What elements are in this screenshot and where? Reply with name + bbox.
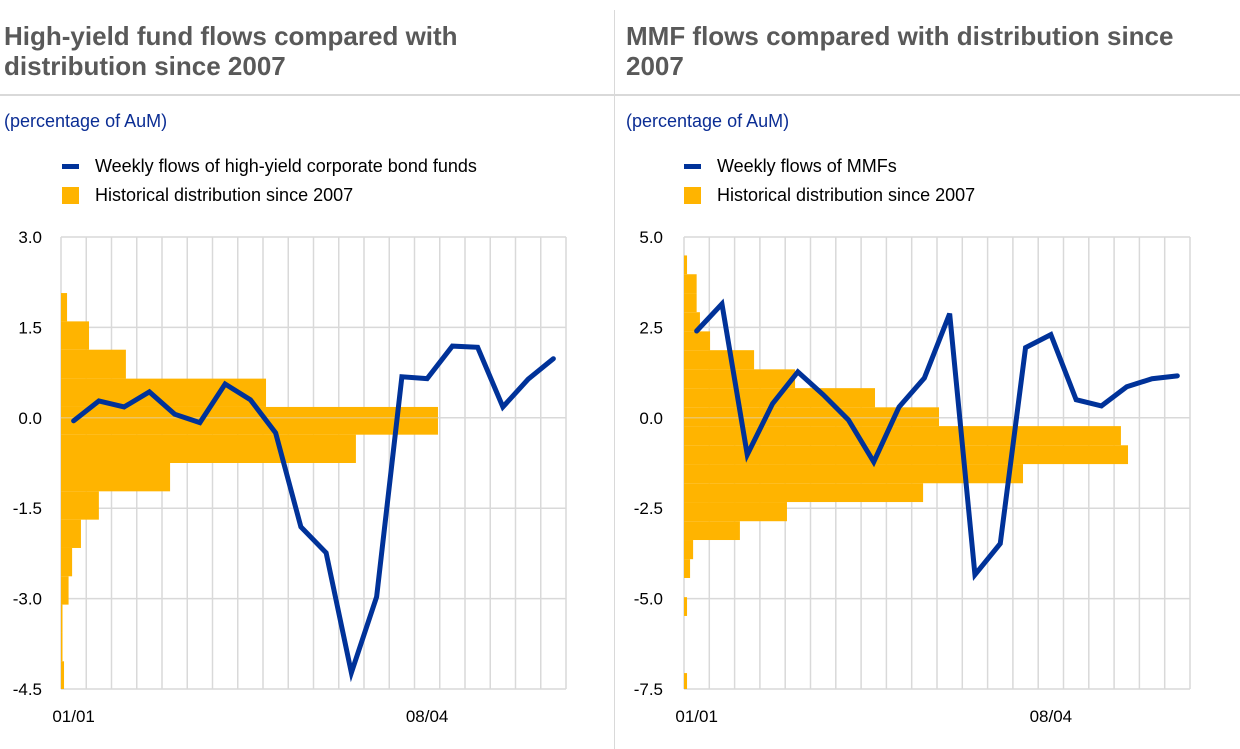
histogram-bar — [684, 559, 691, 578]
histogram-bar — [684, 445, 1129, 465]
histogram-bar — [61, 491, 99, 520]
y-tick-label: -1.5 — [13, 499, 42, 518]
line-swatch-icon — [62, 164, 79, 169]
x-tick-label: 08/04 — [406, 707, 449, 726]
y-tick-label: -4.5 — [13, 680, 42, 699]
histogram-bar — [684, 597, 688, 616]
histogram-bar — [684, 255, 688, 275]
y-tick-label: -3.0 — [13, 590, 42, 609]
histogram-bar — [61, 547, 73, 577]
y-tick-label: -2.5 — [634, 499, 663, 518]
legend: Weekly flows of MMFs Historical distribu… — [684, 152, 975, 210]
legend-label: Historical distribution since 2007 — [717, 185, 976, 205]
histogram-bar — [684, 350, 755, 370]
histogram-bar — [61, 661, 65, 689]
histogram-bar — [684, 331, 711, 351]
series-line — [694, 298, 1180, 582]
chart-title: High-yield fund flows compared with dist… — [4, 21, 458, 81]
line-swatch-icon — [684, 164, 701, 169]
chart-subtitle: (percentage of AuM) — [626, 111, 790, 131]
histogram-bar — [684, 312, 700, 332]
y-tick-label: 3.0 — [18, 228, 42, 247]
title-divider — [0, 94, 614, 96]
histogram-bar — [61, 349, 126, 379]
histogram-bar — [61, 519, 81, 548]
histogram-bar — [61, 632, 63, 662]
series-line — [71, 343, 556, 683]
legend-label: Weekly flows of MMFs — [717, 156, 897, 176]
y-tick-label: 0.0 — [639, 409, 663, 428]
histogram-bar — [61, 463, 171, 492]
y-tick-label: 1.5 — [18, 318, 42, 337]
histogram-bar — [61, 293, 68, 322]
histogram-bar — [684, 521, 740, 541]
title-divider — [614, 94, 1240, 96]
legend-item-line: Weekly flows of MMFs — [684, 152, 975, 181]
histogram-bar — [61, 321, 90, 350]
histogram-bar — [684, 274, 697, 294]
y-tick-label: 0.0 — [18, 409, 42, 428]
y-tick-label: 5.0 — [639, 228, 663, 247]
legend-item-histogram: Historical distribution since 2007 — [684, 181, 975, 210]
histogram-bar — [684, 540, 694, 560]
histogram-bar — [61, 604, 63, 633]
histogram-bar — [684, 407, 940, 427]
y-tick-label: -5.0 — [634, 590, 663, 609]
legend-item-histogram: Historical distribution since 2007 — [62, 181, 477, 210]
legend-label: Historical distribution since 2007 — [95, 185, 354, 205]
histogram-bar — [684, 464, 1024, 484]
panel-divider — [614, 10, 615, 749]
histogram-bar — [684, 483, 924, 503]
chart-1: 3.0 1.5 0.0 -1.5 -3.0 -4.5 01/01 08/04 — [13, 228, 567, 726]
chart-2: 5.0 2.5 0.0 -2.5 -5.0 -7.5 01/01 08/04 — [634, 228, 1191, 726]
right-panel: MMF flows compared with distribution sin… — [614, 0, 1240, 749]
histogram-bar — [684, 426, 1121, 446]
x-tick-label: 01/01 — [675, 707, 718, 726]
x-tick-label: 01/01 — [52, 707, 95, 726]
y-tick-label: 2.5 — [639, 318, 663, 337]
legend-label: Weekly flows of high-yield corporate bon… — [95, 156, 477, 176]
legend: Weekly flows of high-yield corporate bon… — [62, 152, 477, 210]
x-tick-label: 08/04 — [1030, 707, 1073, 726]
chart-title: MMF flows compared with distribution sin… — [626, 21, 1174, 81]
histogram-bar — [61, 576, 69, 605]
histogram-bar — [684, 502, 787, 522]
left-panel: High-yield fund flows compared with dist… — [0, 0, 614, 749]
histogram-bar — [61, 434, 356, 463]
chart-subtitle: (percentage of AuM) — [4, 111, 168, 131]
legend-item-line: Weekly flows of high-yield corporate bon… — [62, 152, 477, 181]
histogram-bar — [684, 673, 688, 689]
histogram-bar — [684, 293, 697, 313]
bar-swatch-icon — [62, 187, 79, 204]
histogram-bar — [684, 369, 796, 389]
histogram-bar — [61, 406, 438, 435]
y-tick-label: -7.5 — [634, 680, 663, 699]
bar-swatch-icon — [684, 187, 701, 204]
